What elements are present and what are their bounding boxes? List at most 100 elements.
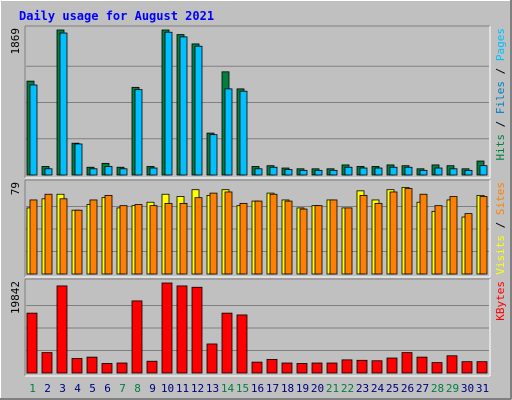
x-tick-label: 8 <box>134 382 141 395</box>
bar-kbytes-day-3 <box>56 285 68 374</box>
legend-part: / <box>494 215 507 235</box>
bar-sites-day-16 <box>254 200 263 275</box>
x-tick-label: 3 <box>59 382 66 395</box>
x-tick-label: 24 <box>371 382 385 395</box>
bar-sites-day-23 <box>359 194 368 275</box>
bar-pages-day-14 <box>224 88 233 176</box>
bar-kbytes-day-10 <box>161 282 173 374</box>
bar-sites-day-22 <box>344 207 353 275</box>
bar-kbytes-day-16 <box>251 361 263 374</box>
bar-pages-day-25 <box>389 166 398 176</box>
bar-sites-day-27 <box>419 193 428 275</box>
bar-sites-day-13 <box>209 192 218 275</box>
x-tick-label: 27 <box>416 382 429 395</box>
legend-part: Files <box>494 81 507 114</box>
bar-sites-day-21 <box>329 199 338 275</box>
x-tick-label: 14 <box>221 382 235 395</box>
max-label-top: 1869 <box>9 28 22 55</box>
bar-sites-day-17 <box>269 193 278 275</box>
legend-part: KBytes <box>494 281 507 321</box>
bar-pages-day-5 <box>89 168 98 176</box>
bar-pages-day-2 <box>44 168 53 176</box>
bar-kbytes-day-24 <box>371 360 383 374</box>
x-tick-label: 16 <box>251 382 264 395</box>
x-tick-label: 5 <box>89 382 96 395</box>
panel-middle: 79 Visits / Sites <box>9 179 507 278</box>
x-axis-day-labels: 1 2 3 4 5 6 7 8 9 10 11 12 13 14 15 16 17 18 19 20 21 22 23 24 2… <box>29 382 489 395</box>
bar-kbytes-day-19 <box>296 363 308 374</box>
bar-sites-day-20 <box>314 205 323 275</box>
bar-sites-day-7 <box>119 205 128 275</box>
max-label-bottom: 19842 <box>9 281 22 314</box>
panel-top: 1869 Hits / Files / Pages <box>9 25 507 179</box>
bar-pages-day-9 <box>149 167 158 176</box>
x-tick-label: 26 <box>401 382 414 395</box>
bar-sites-day-6 <box>104 194 113 275</box>
x-tick-label: 17 <box>266 382 279 395</box>
bar-pages-day-17 <box>269 166 278 176</box>
bar-sites-day-26 <box>404 188 413 275</box>
bar-sites-day-19 <box>299 208 308 275</box>
bar-kbytes-day-14 <box>221 312 233 374</box>
bar-kbytes-day-6 <box>101 363 113 374</box>
bar-pages-day-13 <box>209 134 218 176</box>
bar-pages-day-22 <box>344 166 353 176</box>
bar-pages-day-12 <box>194 45 203 176</box>
bar-pages-day-28 <box>434 167 443 176</box>
bar-sites-day-2 <box>44 193 53 275</box>
bar-kbytes-day-11 <box>176 285 188 374</box>
bar-pages-day-10 <box>164 31 173 176</box>
bar-pages-day-29 <box>449 168 458 176</box>
legend-part: / <box>494 114 507 134</box>
x-tick-label: 19 <box>296 382 309 395</box>
legend-label-middle: Visits / Sites <box>494 182 507 275</box>
bar-pages-day-16 <box>254 168 263 176</box>
x-tick-label: 11 <box>176 382 189 395</box>
x-tick-label: 13 <box>206 382 219 395</box>
bar-kbytes-day-30 <box>461 361 473 374</box>
bar-pages-day-24 <box>374 167 383 176</box>
bar-kbytes-day-12 <box>191 286 203 374</box>
bar-sites-day-28 <box>434 205 443 275</box>
bar-pages-day-31 <box>479 165 488 176</box>
chart-title: Daily usage for August 2021 <box>19 9 214 23</box>
bar-sites-day-14 <box>224 191 233 275</box>
bar-pages-day-23 <box>359 167 368 176</box>
bar-pages-day-3 <box>59 32 68 176</box>
bar-kbytes-day-26 <box>401 352 413 374</box>
bar-kbytes-day-25 <box>386 357 398 374</box>
x-tick-label: 25 <box>386 382 399 395</box>
bar-kbytes-day-23 <box>356 359 368 374</box>
bar-pages-day-27 <box>419 169 428 176</box>
bar-kbytes-day-17 <box>266 358 278 374</box>
x-tick-label: 7 <box>119 382 126 395</box>
bar-sites-day-9 <box>149 205 158 275</box>
bar-sites-day-25 <box>389 191 398 275</box>
bar-sites-day-11 <box>179 202 188 275</box>
bar-kbytes-day-13 <box>206 343 218 374</box>
bar-pages-day-11 <box>179 36 188 176</box>
bar-sites-day-15 <box>239 202 248 275</box>
bar-kbytes-day-9 <box>146 360 158 374</box>
bar-kbytes-day-1 <box>26 312 38 374</box>
x-tick-label: 10 <box>161 382 174 395</box>
bar-sites-day-30 <box>464 213 473 275</box>
bar-sites-day-4 <box>74 209 83 275</box>
x-tick-label: 18 <box>281 382 294 395</box>
legend-part: Sites <box>494 182 507 215</box>
bar-pages-day-20 <box>314 169 323 176</box>
bar-sites-day-31 <box>479 196 488 275</box>
x-tick-label: 22 <box>341 382 354 395</box>
bar-kbytes-day-22 <box>341 359 353 374</box>
bar-pages-day-18 <box>284 169 293 176</box>
legend-label-top: Hits / Files / Pages <box>494 28 507 161</box>
x-tick-label: 12 <box>191 382 204 395</box>
legend-part: Hits <box>494 134 507 161</box>
bar-kbytes-day-5 <box>86 356 98 374</box>
bar-pages-day-7 <box>119 168 128 176</box>
x-tick-label: 31 <box>476 382 489 395</box>
bar-sites-day-5 <box>89 199 98 275</box>
x-tick-label: 15 <box>236 382 249 395</box>
bar-kbytes-day-29 <box>446 355 458 374</box>
